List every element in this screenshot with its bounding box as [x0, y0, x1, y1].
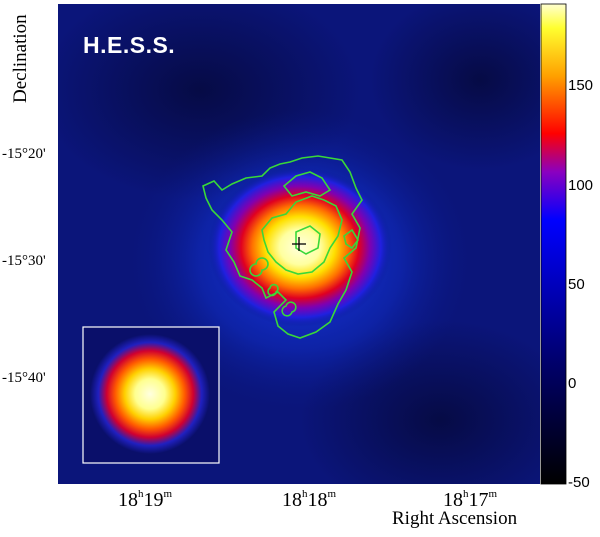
psf-blob	[90, 334, 210, 454]
ra-tick-label: 18h17m	[443, 488, 498, 511]
radio-contours	[202, 155, 363, 339]
colorbar-tick-label: 150	[568, 77, 594, 94]
ra-tick-label: 18h19m	[118, 488, 173, 511]
map-panel	[58, 4, 540, 484]
inner-contour	[295, 225, 321, 255]
colorbar-tick-label: 0	[568, 375, 577, 392]
colorbar-gradient	[541, 4, 566, 484]
psf-inset	[82, 326, 220, 464]
inner-contour	[261, 195, 343, 275]
colorbar	[540, 3, 567, 485]
dark-region	[370, 4, 540, 170]
y-axis-label: Declination	[10, 14, 31, 104]
x-axis-label: Right Ascension	[392, 508, 518, 529]
small-contour	[267, 283, 279, 297]
dec-tick-label: -15°40'	[2, 370, 46, 386]
dec-tick-label: -15°30'	[2, 253, 46, 269]
colorbar-tick-label: 50	[568, 276, 585, 293]
small-contour	[281, 301, 297, 317]
small-contour	[249, 257, 269, 277]
outer-contour	[202, 155, 363, 339]
instrument-title: H.E.S.S.	[83, 32, 176, 58]
colorbar-tick-label: -50	[568, 474, 590, 491]
colorbar-frame	[540, 3, 567, 485]
inner-contour	[282, 171, 332, 197]
small-contour	[343, 228, 359, 250]
ra-tick-label: 18h18m	[282, 488, 337, 511]
dec-tick-label: -15°20'	[2, 146, 46, 162]
gamma-ray-source	[208, 167, 392, 327]
position-marker	[292, 237, 306, 251]
colorbar-tick-label: 100	[568, 177, 594, 194]
